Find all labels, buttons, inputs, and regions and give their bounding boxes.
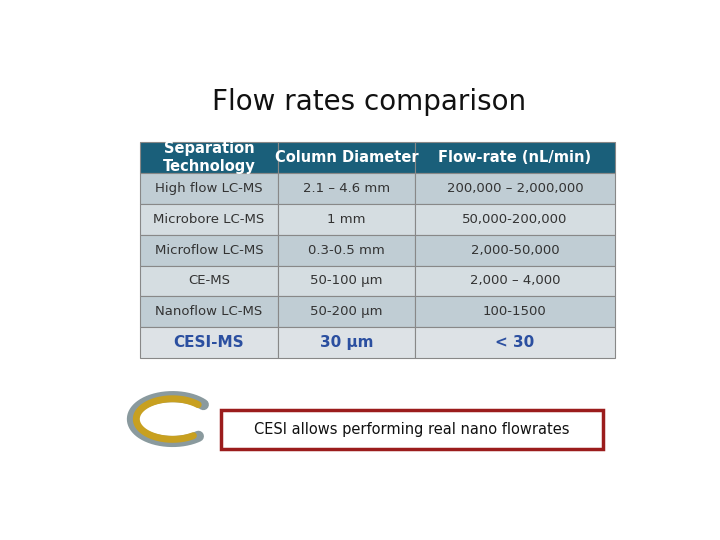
Text: 50,000-200,000: 50,000-200,000 [462, 213, 567, 226]
Text: 50-100 μm: 50-100 μm [310, 274, 383, 287]
Bar [140, 266, 278, 296]
Text: Flow-rate (nL/min): Flow-rate (nL/min) [438, 150, 591, 165]
Bar [415, 141, 615, 173]
Text: Nanoflow LC-MS: Nanoflow LC-MS [156, 305, 263, 318]
Text: Microbore LC-MS: Microbore LC-MS [153, 213, 265, 226]
Bar [415, 266, 615, 296]
Text: High flow LC-MS: High flow LC-MS [156, 182, 263, 195]
Bar [415, 296, 615, 327]
Text: 2,000-50,000: 2,000-50,000 [471, 244, 559, 256]
Bar [415, 235, 615, 266]
Text: CESI allows performing real nano flowrates: CESI allows performing real nano flowrat… [254, 422, 570, 437]
Bar [278, 327, 415, 358]
Bar [140, 327, 278, 358]
Text: Column Diameter: Column Diameter [275, 150, 418, 165]
Text: 0.3-0.5 mm: 0.3-0.5 mm [308, 244, 385, 256]
Bar [278, 204, 415, 235]
Text: CESI-MS: CESI-MS [174, 335, 244, 350]
Text: Separation
Technology: Separation Technology [163, 141, 256, 173]
Bar [140, 296, 278, 327]
Bar [221, 410, 603, 449]
Bar [140, 204, 278, 235]
Text: CE-MS: CE-MS [188, 274, 230, 287]
Bar [278, 141, 415, 173]
Text: 200,000 – 2,000,000: 200,000 – 2,000,000 [446, 182, 583, 195]
Text: 100-1500: 100-1500 [483, 305, 546, 318]
Text: Microflow LC-MS: Microflow LC-MS [155, 244, 264, 256]
Bar [140, 235, 278, 266]
Bar [140, 173, 278, 204]
Text: < 30: < 30 [495, 335, 534, 350]
Bar [278, 266, 415, 296]
Bar [278, 173, 415, 204]
Text: 50-200 μm: 50-200 μm [310, 305, 383, 318]
Text: 2.1 – 4.6 mm: 2.1 – 4.6 mm [303, 182, 390, 195]
Bar [415, 204, 615, 235]
Text: 2,000 – 4,000: 2,000 – 4,000 [469, 274, 560, 287]
Text: 1 mm: 1 mm [328, 213, 366, 226]
Text: Flow rates comparison: Flow rates comparison [212, 87, 526, 116]
Bar [140, 141, 278, 173]
Bar [278, 296, 415, 327]
Bar [415, 173, 615, 204]
Text: 30 μm: 30 μm [320, 335, 373, 350]
Bar [278, 235, 415, 266]
Bar [415, 327, 615, 358]
